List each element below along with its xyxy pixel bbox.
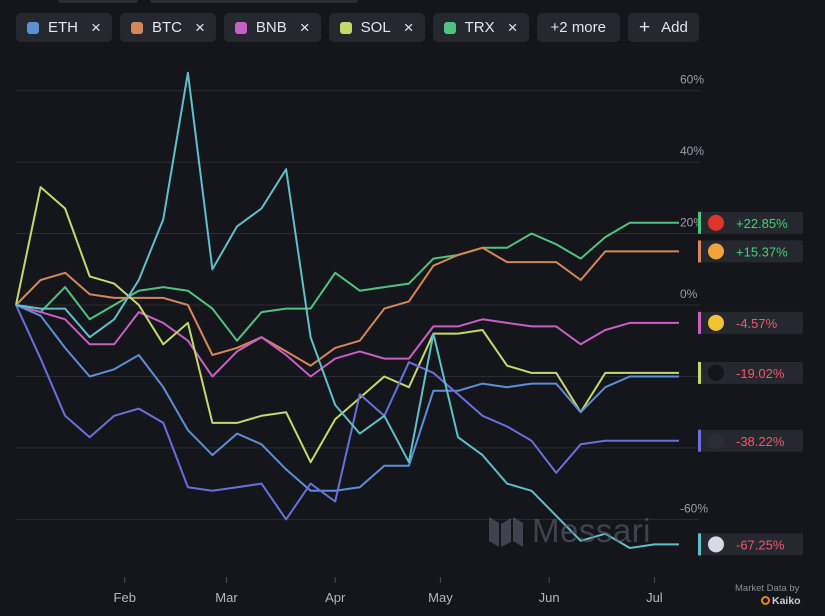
end-value-label: -67.25%: [698, 533, 803, 556]
plus-icon: +: [639, 17, 651, 38]
remove-asset-icon[interactable]: ×: [403, 18, 414, 37]
y-tick-label: -60%: [680, 501, 708, 515]
end-value-label: -4.57%: [698, 311, 803, 334]
series-line-sol: [15, 186, 679, 464]
asset-chip-label: BTC: [151, 19, 182, 36]
asset-chip[interactable]: BNB ×: [223, 13, 321, 42]
series-color-swatch: [130, 21, 143, 34]
y-tick-label: 40%: [680, 144, 704, 158]
asset-chip[interactable]: BTC ×: [119, 13, 216, 42]
remove-asset-icon[interactable]: ×: [91, 18, 101, 37]
asset-chip[interactable]: ETH ×: [16, 13, 112, 42]
remove-asset-icon[interactable]: ×: [194, 18, 205, 37]
series-line-asset-6: [15, 71, 679, 549]
end-label-marker: [698, 311, 701, 334]
series-line-btc: [15, 246, 679, 367]
more-assets-button[interactable]: +2 more: [536, 13, 620, 42]
x-tick-label: Jun: [539, 590, 560, 605]
add-asset-label: Add: [661, 19, 688, 36]
asset-chip-label: BNB: [255, 19, 287, 36]
end-value-label: +22.85%: [698, 211, 803, 234]
end-value-text: -19.02%: [736, 366, 785, 381]
remove-asset-icon[interactable]: ×: [299, 18, 310, 37]
end-value-text: +22.85%: [736, 216, 788, 231]
series-color-swatch: [234, 21, 247, 34]
end-label-marker: [698, 429, 701, 452]
kaiko-icon: [761, 596, 770, 605]
asset-chip-label: ETH: [48, 19, 78, 36]
asset-chip-label: TRX: [464, 19, 495, 36]
end-label-marker: [698, 361, 701, 384]
x-tick-label: Feb: [114, 590, 136, 605]
top-tab-stub: [150, 0, 358, 3]
series-line-trx: [15, 221, 679, 342]
x-tick-label: Apr: [325, 590, 346, 605]
watermark-text: Messari: [532, 512, 652, 549]
end-value-label: -19.02%: [698, 361, 803, 384]
remove-asset-icon[interactable]: ×: [507, 18, 518, 37]
data-credit: Market Data by Kaiko: [735, 583, 825, 608]
x-tick-label: Mar: [215, 590, 238, 605]
series-color-swatch: [339, 21, 352, 34]
end-value-text: -4.57%: [736, 316, 778, 331]
end-label-marker: [698, 240, 701, 263]
end-label-marker: [698, 211, 701, 234]
series-line-eth: [15, 304, 679, 492]
top-tab-stub: [58, 0, 138, 3]
series-line-asset-5: [15, 304, 679, 521]
messari-watermark: Messari: [488, 512, 651, 550]
messari-logo-icon: [489, 517, 523, 547]
series-color-swatch: [27, 21, 39, 34]
series-color-swatch: [443, 21, 456, 34]
credit-provider-name: Kaiko: [772, 595, 801, 607]
credit-provider: Kaiko: [735, 595, 825, 608]
end-label-marker: [698, 533, 701, 556]
bitcoin-icon: [708, 243, 724, 260]
end-label-background: [698, 533, 803, 556]
end-label-background: [698, 311, 803, 334]
x-tick-label: May: [428, 590, 453, 605]
asset-chip[interactable]: SOL ×: [328, 13, 425, 42]
asset-chip[interactable]: TRX ×: [432, 13, 529, 42]
tron-icon: [708, 214, 724, 231]
asset-chip-label: SOL: [360, 19, 391, 36]
asset-filter-chips: ETH × BTC × BNB × SOL × TRX × +2 more + Add: [16, 13, 699, 42]
end-value-label: -38.22%: [698, 429, 803, 452]
solana-icon: [708, 364, 724, 381]
bnb-icon: [708, 314, 724, 331]
top-bar: [0, 0, 825, 4]
drop-icon: [708, 432, 724, 449]
end-value-label: +15.37%: [698, 240, 803, 263]
end-value-text: -38.22%: [736, 434, 785, 449]
token-icon: [708, 536, 724, 553]
end-label-background: [698, 211, 803, 234]
end-label-background: [698, 361, 803, 384]
x-tick-label: Jul: [646, 590, 663, 605]
end-label-background: [698, 240, 803, 263]
end-value-text: -67.25%: [736, 537, 785, 552]
credit-line: Market Data by: [735, 583, 800, 594]
y-tick-label: 60%: [680, 73, 704, 87]
end-value-text: +15.37%: [736, 244, 788, 259]
y-tick-label: 0%: [680, 287, 698, 301]
add-asset-button[interactable]: + Add: [628, 13, 699, 42]
series-line-bnb: [15, 304, 679, 378]
end-label-background: [698, 429, 803, 452]
